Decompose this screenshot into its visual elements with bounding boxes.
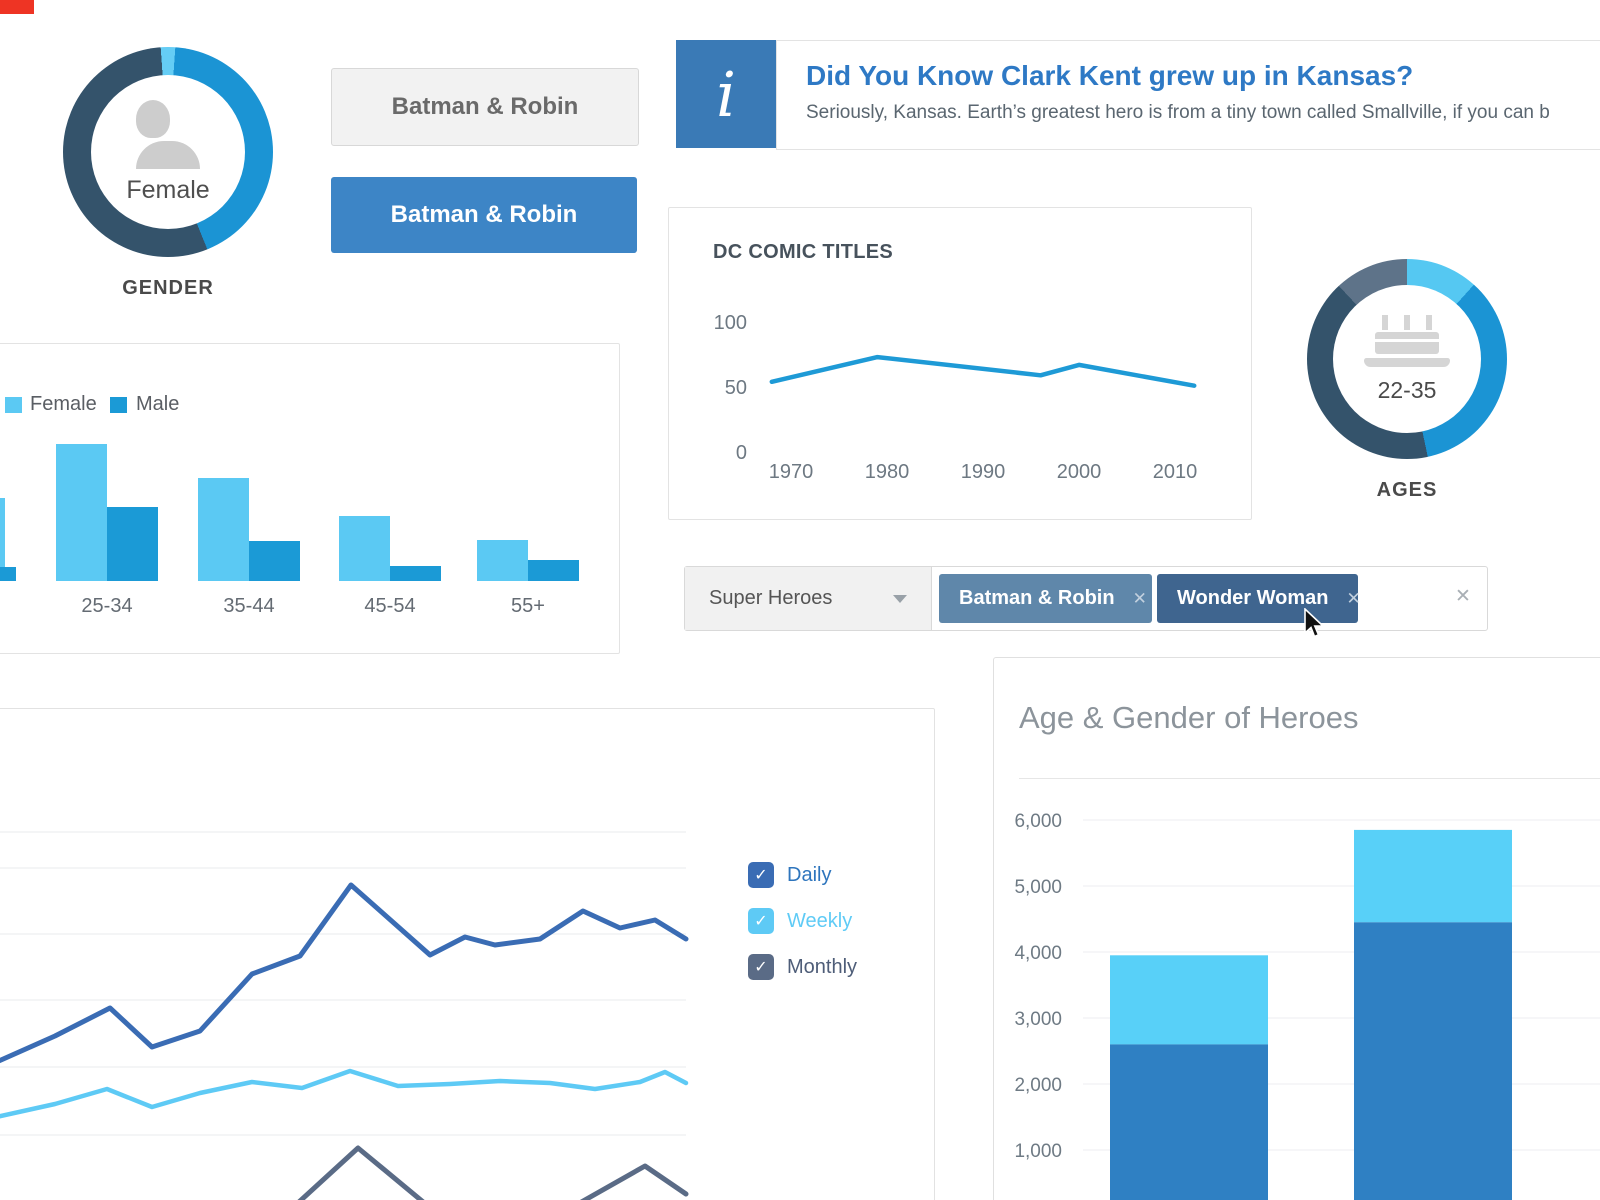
tag-remove-icon[interactable]: ✕ (1346, 588, 1361, 608)
cake-candle (1382, 314, 1388, 330)
ages-donut-chart: 22-35 (1307, 259, 1507, 459)
ages-donut-center: 22-35 (1333, 285, 1481, 433)
ages-center-label: 22-35 (1377, 376, 1437, 403)
info-banner-subtitle: Seriously, Kansas. Earth’s greatest hero… (806, 102, 1550, 123)
cake-candle (1404, 314, 1410, 330)
dc-comic-titles-heading: DC COMIC TITLES (713, 241, 894, 263)
info-banner (776, 40, 1600, 150)
checkbox-monthly-checked[interactable]: ✓ (748, 954, 774, 980)
cake-plate (1364, 357, 1450, 367)
legend-monthly[interactable]: ✓ Monthly (748, 953, 857, 981)
info-banner-title[interactable]: Did You Know Clark Kent grew up in Kansa… (806, 60, 1414, 91)
tag-batman-robin[interactable]: Batman & Robin ✕ (939, 574, 1152, 623)
chevron-down-icon (893, 595, 907, 603)
cake-candle (1426, 314, 1432, 330)
dropdown-label: Super Heroes (709, 587, 833, 609)
mouse-cursor (1304, 608, 1326, 638)
legend-swatch-male (110, 397, 127, 413)
tag-label: Batman & Robin (959, 587, 1115, 609)
checkbox-weekly-checked[interactable]: ✓ (748, 908, 774, 934)
primary-button[interactable]: Batman & Robin (331, 177, 637, 253)
stacked-chart-title: Age & Gender of Heroes (1019, 700, 1359, 735)
gender-donut-center: Female (91, 75, 245, 229)
gender-donut-chart: Female (63, 47, 273, 257)
cake-body (1375, 331, 1439, 354)
tag-label: Wonder Woman (1177, 587, 1329, 609)
ages-caption: AGES (1376, 479, 1438, 501)
female-user-icon (136, 99, 200, 169)
tag-remove-icon[interactable]: ✕ (1132, 588, 1147, 608)
legend-label-daily: Daily (787, 863, 832, 886)
legend-daily[interactable]: ✓ Daily (748, 861, 831, 889)
age-gender-stacked-card (993, 657, 1600, 1200)
legend-label-monthly: Monthly (787, 955, 858, 978)
female-icon-head (136, 99, 170, 138)
birthday-cake-icon (1364, 314, 1450, 369)
superheroes-dropdown[interactable]: Super Heroes (685, 567, 932, 630)
outline-button[interactable]: Batman & Robin (331, 68, 639, 146)
title-divider (1019, 778, 1600, 779)
tag-wonder-woman[interactable]: Wonder Woman ✕ (1157, 574, 1361, 623)
checkbox-daily-checked[interactable]: ✓ (748, 862, 774, 888)
red-marker-bar (0, 0, 34, 14)
legend-swatch-female (5, 397, 22, 413)
info-icon: i (676, 40, 776, 148)
gender-center-label: Female (126, 175, 210, 204)
legend-weekly[interactable]: ✓ Weekly (748, 907, 852, 935)
gender-caption: GENDER (122, 277, 214, 299)
filter-clear-icon[interactable]: ✕ (1455, 586, 1471, 607)
legend-label-weekly: Weekly (787, 909, 853, 932)
female-icon-shoulders (136, 140, 200, 169)
gender-by-age-card (0, 343, 620, 654)
legend-label-female: Female (30, 393, 97, 415)
superheroes-filter: Super Heroes Batman & Robin ✕ Wonder Wom… (684, 566, 1488, 631)
legend-label-male: Male (136, 393, 180, 415)
